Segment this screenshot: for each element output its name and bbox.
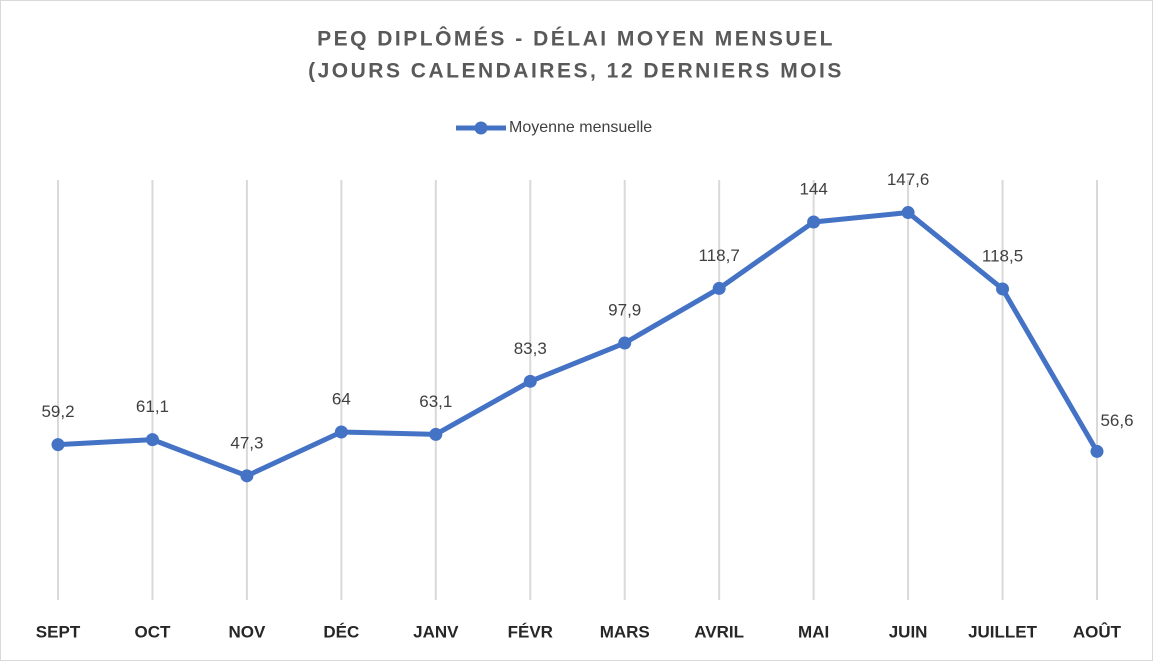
marker: [996, 282, 1010, 296]
legend-marker: [474, 121, 488, 135]
x-tick-label: AOÛT: [1073, 622, 1122, 641]
marker: [334, 425, 348, 439]
data-label: 64: [332, 389, 351, 408]
x-tick-label: AVRIL: [694, 622, 744, 641]
marker: [618, 336, 632, 350]
x-tick-label: FÉVR: [508, 622, 553, 641]
marker: [145, 433, 159, 447]
data-label: 97,9: [608, 300, 641, 319]
x-tick-label: NOV: [228, 622, 266, 641]
x-tick-label: SEPT: [36, 622, 81, 641]
data-label: 47,3: [230, 433, 263, 452]
data-label: 61,1: [136, 397, 169, 416]
data-label: 63,1: [419, 392, 452, 411]
marker: [807, 215, 821, 229]
x-tick-label: MARS: [600, 622, 650, 641]
legend-label: Moyenne mensuelle: [509, 119, 652, 136]
chart-title: PEQ DIPLÔMÉS - DÉLAI MOYEN MENSUEL: [317, 27, 835, 51]
line: [57, 210, 1100, 479]
x-tick-label: JANV: [413, 622, 459, 641]
data-label: 56,6: [1100, 411, 1133, 430]
data-label: 59,2: [41, 402, 74, 421]
x-tick-label: DÉC: [323, 622, 359, 641]
marker: [240, 469, 254, 483]
x-tick-label: OCT: [135, 622, 172, 641]
marker: [51, 438, 65, 452]
marker: [523, 374, 537, 388]
marker: [712, 281, 726, 295]
data-label: 147,6: [887, 170, 930, 189]
chart-title: (JOURS CALENDAIRES, 12 DERNIERS MOIS: [308, 60, 844, 83]
data-label: 118,7: [699, 246, 740, 265]
data-label: 83,3: [514, 339, 547, 358]
marker: [1090, 444, 1104, 458]
x-tick-label: JUIN: [889, 622, 928, 641]
marker: [901, 206, 915, 220]
marker: [429, 427, 443, 441]
x-tick-label: JUILLET: [968, 622, 1038, 641]
x-tick-label: MAI: [798, 622, 829, 641]
data-label: 118,5: [982, 246, 1023, 265]
data-label: 144: [799, 179, 827, 198]
